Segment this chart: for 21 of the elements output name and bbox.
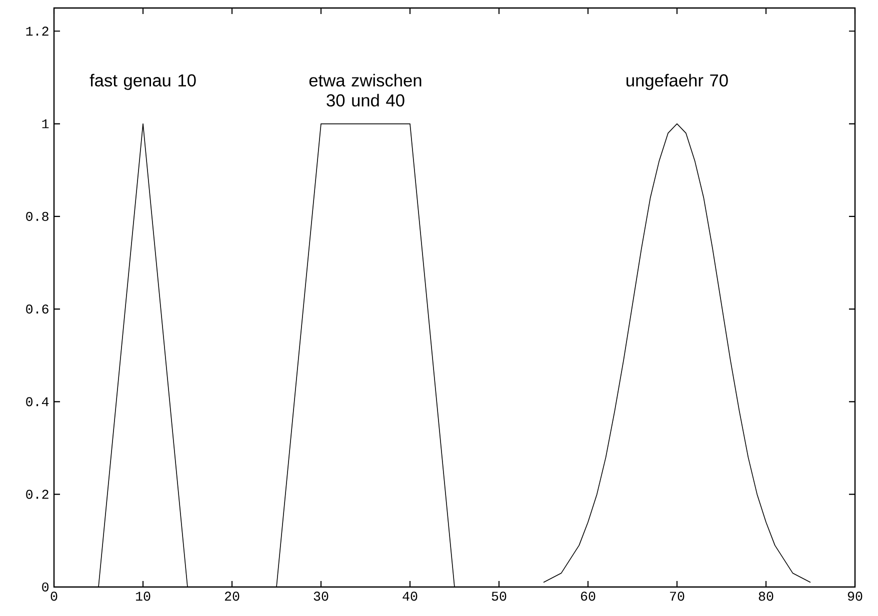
x-tick-label: 70 <box>670 592 684 601</box>
y-tick-label: 0.8 <box>26 212 48 221</box>
line-series <box>543 123 811 583</box>
y-tick-label: 0.6 <box>26 304 48 314</box>
x-tick-label: 10 <box>136 592 150 601</box>
x-tick-label: 30 <box>314 592 328 601</box>
y-tick-label: 0.2 <box>26 490 48 499</box>
annotation: etwa zwischen 30 und 40 <box>309 74 422 107</box>
x-tick-label: 80 <box>758 592 774 601</box>
y-tick-label: 1 <box>42 119 49 128</box>
x-tick-label: 50 <box>492 592 506 601</box>
x-tick-label: 40 <box>402 592 418 601</box>
annotation: ungefaehr 70 <box>626 74 728 90</box>
x-tick-label: 0 <box>50 592 58 601</box>
x-tick-label: 90 <box>848 592 862 601</box>
y-tick-label: 0.4 <box>26 397 49 406</box>
x-tick-label: 60 <box>580 592 596 601</box>
x-tick-label: 20 <box>224 592 240 601</box>
y-tick-label: 1.2 <box>26 26 48 36</box>
y-tick-label: 0 <box>42 582 48 592</box>
annotation: fast genau 10 <box>90 74 196 90</box>
